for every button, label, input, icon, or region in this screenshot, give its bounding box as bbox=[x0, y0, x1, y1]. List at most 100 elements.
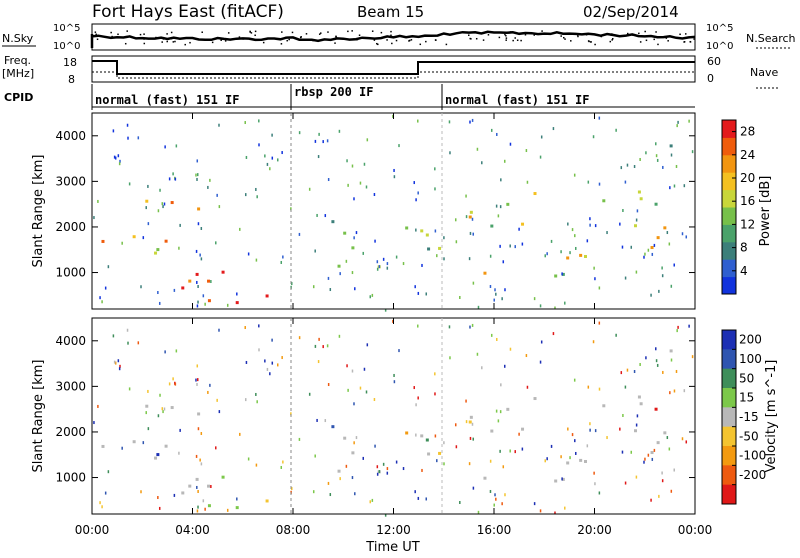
velocity-colorbar-swatch bbox=[722, 368, 736, 389]
power-cell bbox=[181, 286, 185, 290]
nsearch-point bbox=[94, 31, 97, 33]
nsearch-point bbox=[170, 37, 173, 40]
power-speck bbox=[589, 217, 591, 221]
power-speck bbox=[448, 120, 451, 124]
nsky-trace-line bbox=[90, 30, 696, 48]
nsky-tick-low: 10^0 bbox=[53, 41, 80, 52]
velocity-speck bbox=[575, 451, 577, 455]
velocity-speck bbox=[314, 454, 316, 458]
nsearch-point bbox=[371, 30, 374, 32]
power-cell bbox=[427, 247, 431, 251]
nsearch-point bbox=[434, 39, 437, 41]
nsearch-point bbox=[335, 36, 337, 38]
velocity-speck bbox=[567, 427, 569, 431]
velocity-cell bbox=[579, 458, 583, 462]
velocity-speck bbox=[415, 433, 417, 437]
power-speck bbox=[362, 251, 365, 255]
velocity-y-axis: 1000 2000 3000 4000 bbox=[55, 334, 695, 485]
power-speck bbox=[469, 120, 471, 124]
velocity-speck bbox=[560, 455, 562, 459]
velocity-cell bbox=[331, 425, 335, 429]
power-speck bbox=[655, 154, 658, 158]
velocity-cell bbox=[343, 436, 347, 440]
velocity-speck bbox=[449, 356, 451, 360]
velocity-speck bbox=[174, 382, 177, 386]
power-speck bbox=[598, 116, 601, 120]
power-speck bbox=[363, 162, 366, 166]
power-speck bbox=[673, 263, 675, 267]
velocity-cell bbox=[351, 451, 355, 455]
power-cell bbox=[197, 207, 201, 211]
velocity-speck bbox=[371, 498, 374, 502]
nsearch-point bbox=[469, 37, 471, 40]
power-cell bbox=[207, 279, 211, 283]
nave-tick-low: 0 bbox=[707, 72, 714, 85]
nsearch-point bbox=[445, 43, 448, 46]
nsearch-point bbox=[610, 34, 612, 36]
power-cell bbox=[521, 222, 525, 226]
velocity-cell bbox=[145, 404, 149, 408]
velocity-speck bbox=[121, 446, 123, 450]
power-cell bbox=[170, 201, 174, 205]
power-speck bbox=[338, 129, 341, 133]
power-speck bbox=[174, 177, 177, 181]
velocity-colorbar-label: 15 bbox=[739, 391, 754, 405]
nsearch-point bbox=[667, 40, 669, 42]
power-speck bbox=[669, 186, 671, 190]
nsearch-point bbox=[679, 33, 681, 36]
velocity-speck bbox=[561, 477, 563, 481]
power-speck bbox=[345, 259, 348, 263]
velocity-speck bbox=[677, 325, 679, 329]
nsearch-point bbox=[334, 42, 336, 44]
power-speck bbox=[476, 147, 479, 151]
power-speck bbox=[499, 244, 501, 248]
power-speck bbox=[643, 255, 645, 259]
power-speck bbox=[121, 241, 123, 245]
power-speck bbox=[196, 304, 199, 308]
nsearch-tick-low: 10^0 bbox=[706, 41, 733, 52]
power-speck bbox=[481, 161, 483, 165]
velocity-cell bbox=[583, 459, 587, 463]
velocity-cell bbox=[669, 349, 673, 353]
power-speck bbox=[354, 287, 356, 291]
y-tick-label: 3000 bbox=[55, 379, 86, 393]
velocity-speck bbox=[526, 385, 529, 389]
power-cell bbox=[331, 220, 335, 224]
nsearch-point bbox=[653, 38, 655, 41]
nsearch-point bbox=[644, 30, 646, 33]
power-speck bbox=[376, 260, 379, 264]
nsearch-point bbox=[355, 38, 358, 41]
velocity-cell bbox=[425, 438, 429, 442]
velocity-speck bbox=[514, 450, 516, 454]
freq-panel bbox=[91, 55, 696, 83]
velocity-speck bbox=[681, 437, 684, 441]
velocity-heatmap-cells bbox=[93, 319, 694, 517]
power-speck bbox=[398, 144, 400, 148]
nsearch-point bbox=[139, 33, 142, 36]
power-speck bbox=[472, 281, 475, 285]
power-speck bbox=[158, 301, 161, 305]
nsearch-point bbox=[111, 35, 113, 38]
velocity-speck bbox=[593, 471, 595, 475]
power-cell bbox=[663, 226, 667, 230]
nsearch-point bbox=[211, 41, 214, 44]
velocity-speck bbox=[425, 497, 428, 501]
velocity-speck bbox=[685, 440, 688, 444]
velocity-speck bbox=[215, 446, 217, 450]
nsearch-point bbox=[143, 38, 145, 40]
velocity-speck bbox=[142, 441, 145, 445]
power-speck bbox=[544, 254, 546, 258]
velocity-speck bbox=[434, 372, 436, 376]
power-speck bbox=[622, 208, 624, 212]
power-speck bbox=[393, 175, 396, 179]
velocity-cell bbox=[438, 451, 442, 455]
power-colorbar-label: 24 bbox=[740, 148, 755, 162]
nsearch-point bbox=[376, 42, 378, 45]
nsearch-point bbox=[358, 34, 361, 36]
power-speck bbox=[670, 284, 673, 288]
power-speck bbox=[494, 288, 496, 292]
nsearch-point bbox=[312, 39, 314, 42]
velocity-speck bbox=[258, 348, 260, 352]
power-speck bbox=[573, 173, 576, 177]
velocity-speck bbox=[137, 341, 140, 345]
